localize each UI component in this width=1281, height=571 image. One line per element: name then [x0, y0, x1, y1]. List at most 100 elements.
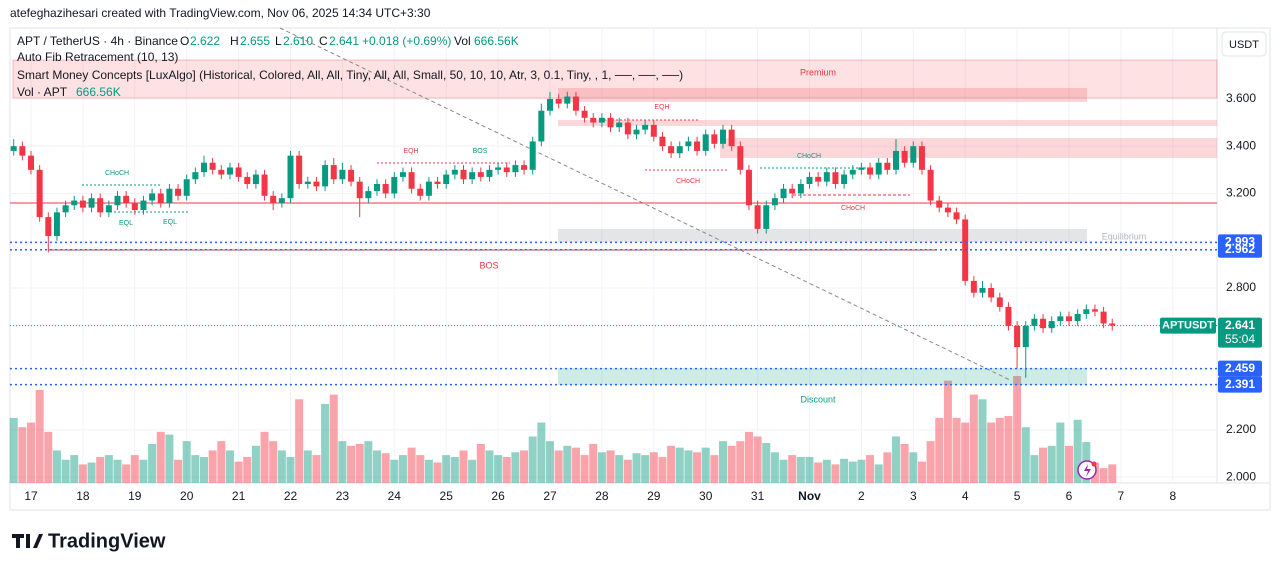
volume-bar — [943, 380, 952, 483]
structure-label: CHoCH — [105, 170, 129, 177]
volume-bar — [200, 456, 208, 483]
structure-label: EQL — [119, 220, 133, 227]
volume-bar — [1013, 376, 1022, 483]
last-price-label: 2.641 — [1225, 318, 1255, 332]
volume-bar — [355, 443, 364, 483]
structure-label: EQL — [163, 219, 177, 226]
candle-body — [624, 122, 631, 135]
candle-body — [1091, 309, 1098, 312]
x-tick-label: 2 — [858, 489, 865, 503]
candle-body — [867, 167, 874, 175]
candle-body — [235, 167, 242, 177]
x-tick-label: 23 — [336, 489, 350, 503]
logo-mark — [12, 534, 43, 548]
volume-bar — [978, 399, 987, 483]
candle-body — [988, 288, 995, 298]
volume-bar — [848, 461, 857, 483]
candle-body — [105, 205, 112, 213]
candle-body — [1014, 325, 1021, 348]
level-label: 2.459 — [1225, 361, 1255, 375]
level-label: 2.391 — [1225, 377, 1255, 391]
volume-bar — [822, 459, 831, 483]
alert-dot — [1091, 461, 1097, 467]
volume-bar — [935, 417, 944, 483]
zone-label: Equilibrium — [1102, 231, 1147, 241]
legend-change: +0.018 (+0.69%) — [362, 34, 451, 48]
volume-bar — [952, 417, 961, 483]
volume-bar — [52, 450, 61, 483]
candle-body — [1005, 306, 1012, 326]
candle-body — [858, 167, 865, 170]
last-price-tag — [1218, 317, 1262, 348]
candle-body — [131, 202, 138, 210]
candle-body — [633, 129, 640, 135]
volume-bar — [571, 447, 580, 483]
volume-bar — [459, 450, 468, 483]
volume-bar — [693, 452, 702, 483]
volume-bar — [1004, 416, 1013, 483]
candle-body — [45, 217, 52, 236]
candle-body — [996, 297, 1003, 307]
candle-body — [460, 169, 467, 180]
volume-bar — [719, 441, 727, 483]
volume-bar — [303, 450, 312, 483]
volume-bar — [329, 394, 338, 483]
candle-body — [944, 207, 951, 213]
discount-zone — [558, 368, 1087, 385]
candle-body — [425, 181, 432, 196]
candle-body — [910, 146, 917, 163]
legend-o-label: O — [180, 34, 189, 48]
volume-bar — [658, 456, 667, 483]
x-tick-label: 3 — [910, 489, 917, 503]
volume-bar — [961, 422, 970, 483]
volume-bar — [814, 462, 823, 483]
legend-l: 2.610 — [283, 34, 313, 48]
candle-body — [650, 124, 657, 137]
legend-h-label: H — [230, 34, 239, 48]
x-tick-label: 19 — [128, 489, 142, 503]
volume-bar — [78, 464, 87, 483]
candle-body — [451, 169, 458, 175]
volume-bar — [44, 431, 53, 483]
volume-bar — [1030, 455, 1039, 483]
volume-bar — [840, 458, 849, 483]
structure-label: CHoCH — [676, 178, 700, 185]
volume-bar — [243, 456, 252, 483]
footer-logo: TradingView — [48, 530, 166, 552]
candle-body — [806, 176, 813, 184]
candle-body — [391, 176, 398, 194]
candle-body — [771, 198, 778, 206]
volume-bar — [286, 456, 295, 483]
candle-body — [918, 146, 925, 170]
volume-bar — [70, 455, 79, 483]
volume-bar — [35, 389, 44, 483]
volume-bar — [104, 455, 113, 483]
volume-bar — [96, 456, 105, 483]
candle-body — [79, 200, 86, 208]
x-tick-label: 29 — [647, 489, 661, 503]
x-tick-label: 22 — [284, 489, 298, 503]
candle-body — [936, 200, 943, 208]
candle-body — [218, 169, 225, 175]
currency-button[interactable] — [1221, 31, 1267, 57]
candle-body — [53, 212, 60, 236]
candle-body — [581, 110, 588, 118]
candle-body — [330, 165, 337, 180]
indicator-label: Auto Fib Retracement (10, 13) — [17, 50, 178, 64]
candle-body — [789, 188, 796, 194]
volume-bar — [684, 450, 693, 483]
fib-trend-line — [279, 27, 1011, 381]
volume-bar — [364, 441, 373, 483]
candle-body — [780, 188, 787, 199]
candle-body — [348, 169, 355, 182]
volume-bar — [18, 427, 27, 483]
candle-body — [1074, 314, 1081, 322]
candle-body — [19, 146, 26, 156]
x-tick-label: 4 — [962, 489, 969, 503]
candle-body — [88, 198, 95, 208]
currency-label[interactable]: USDT — [1229, 39, 1259, 51]
volume-bar — [675, 447, 684, 483]
volume-bar — [779, 459, 788, 483]
volume-bar — [796, 456, 805, 483]
volume-bar — [1073, 419, 1082, 483]
